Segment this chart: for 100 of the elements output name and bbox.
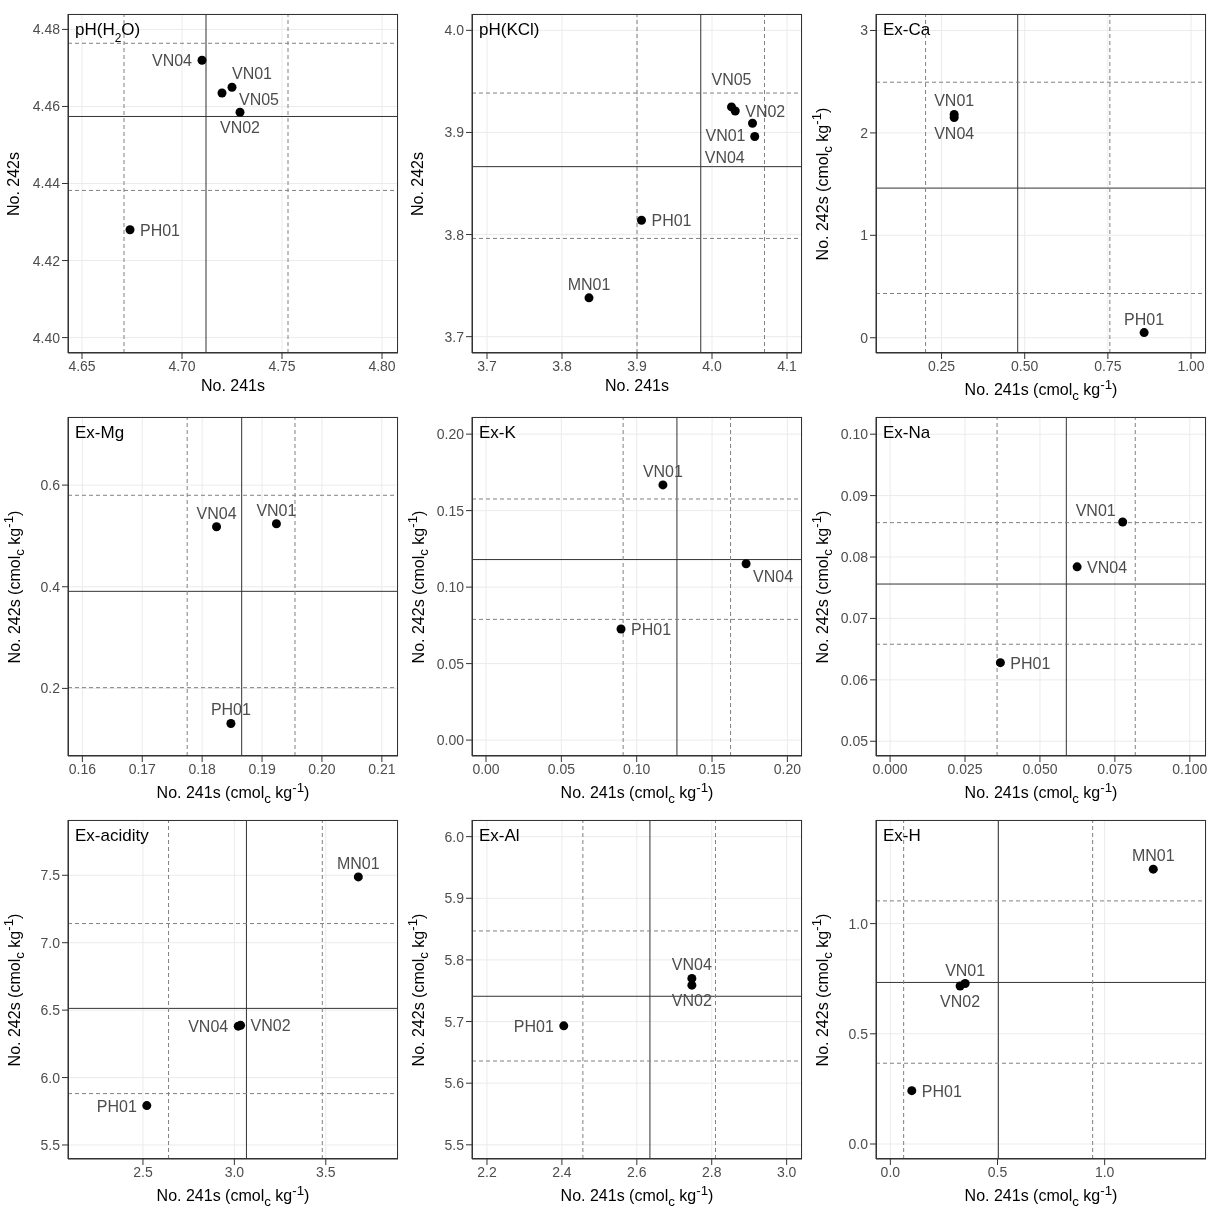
y-tick-label: 0.0 bbox=[848, 1135, 869, 1152]
x-tick-label: 3.7 bbox=[477, 357, 497, 374]
y-tick-label: 0.10 bbox=[840, 426, 869, 443]
annotation: VN05 bbox=[711, 70, 752, 88]
annotation: VN04 bbox=[1087, 558, 1128, 576]
x-tick-label: 4.1 bbox=[777, 357, 797, 374]
y-tick-label: 7.5 bbox=[40, 867, 61, 884]
y-tick-label: 0 bbox=[860, 329, 869, 346]
y-tick-label: 0.08 bbox=[840, 548, 869, 565]
x-tick-label: 0.05 bbox=[547, 760, 576, 777]
y-tick-label: 1.0 bbox=[848, 915, 869, 932]
y-tick-label: 2 bbox=[860, 124, 869, 141]
chart-title: Ex-Ca bbox=[883, 20, 931, 39]
y-tick-label: 0.10 bbox=[436, 579, 465, 596]
annotation: MN01 bbox=[567, 275, 611, 293]
x-tick-label: 1.00 bbox=[1177, 357, 1205, 374]
annotation: VN02 bbox=[745, 103, 786, 120]
x-tick-label: 0.10 bbox=[623, 760, 651, 777]
annotation: VN05 bbox=[238, 91, 280, 109]
annotation: VN04 bbox=[188, 1018, 229, 1036]
annotation: VN02 bbox=[671, 992, 712, 1010]
y-tick-label: 0.07 bbox=[840, 610, 869, 627]
x-tick-label: 0.18 bbox=[188, 760, 216, 777]
y-axis-title: No. 242s bbox=[5, 151, 23, 216]
y-tick-label: 4.46 bbox=[32, 98, 61, 115]
annotation: PH01 bbox=[651, 212, 692, 230]
x-tick-label: 0.75 bbox=[1094, 357, 1122, 374]
x-axis-title: No. 241s bbox=[603, 377, 670, 395]
x-tick-label: 4.70 bbox=[168, 357, 196, 374]
annotation: PH01 bbox=[139, 221, 181, 239]
y-tick-label: 0.05 bbox=[840, 733, 869, 750]
annotation: VN04 bbox=[704, 148, 745, 166]
chart-title: Ex-Na bbox=[883, 423, 931, 442]
x-tick-label: 3.9 bbox=[627, 357, 647, 374]
annotation: PH01 bbox=[96, 1097, 137, 1115]
annotation: PH01 bbox=[631, 621, 672, 639]
y-tick-label: 3.8 bbox=[444, 226, 465, 243]
x-tick-label: 0.000 bbox=[872, 760, 908, 777]
y-axis-title: No. 242s bbox=[409, 151, 427, 216]
x-tick-label: 4.0 bbox=[702, 357, 722, 374]
x-tick-label: 3.0 bbox=[224, 1163, 245, 1180]
y-tick-label: 5.9 bbox=[444, 890, 465, 907]
chart-title: Ex-acidity bbox=[75, 826, 150, 845]
y-tick-label: 0.05 bbox=[436, 655, 465, 672]
x-axis-title: No. 241s (cmol$_{c}$ kg$^{-1}$) bbox=[559, 780, 715, 806]
y-tick-label: 5.5 bbox=[40, 1136, 61, 1153]
annotation: VN01 bbox=[705, 127, 746, 145]
y-tick-label: 0.5 bbox=[848, 1025, 869, 1042]
y-tick-label: 7.0 bbox=[40, 934, 61, 951]
y-tick-label: 3.9 bbox=[444, 124, 465, 141]
x-tick-label: 4.65 bbox=[68, 357, 96, 374]
chart-title: Ex-H bbox=[883, 826, 921, 845]
y-tick-label: 1 bbox=[860, 227, 869, 244]
x-axis-title: No. 241s (cmol$_{c}$ kg$^{-1}$) bbox=[155, 1183, 311, 1209]
x-tick-label: 3.0 bbox=[776, 1163, 797, 1180]
x-tick-label: 0.20 bbox=[773, 760, 802, 777]
y-tick-label: 6.0 bbox=[40, 1069, 61, 1086]
annotation: VN01 bbox=[256, 501, 297, 519]
y-tick-label: 5.5 bbox=[444, 1136, 465, 1153]
y-tick-label: 3.7 bbox=[444, 328, 465, 345]
y-tick-label: 0.15 bbox=[436, 502, 465, 519]
annotation: VN02 bbox=[940, 992, 981, 1010]
chart-title: pH(KCl) bbox=[479, 20, 540, 39]
y-tick-label: 5.7 bbox=[444, 1013, 465, 1030]
x-axis-title: No. 241s (cmol$_{c}$ kg$^{-1}$) bbox=[963, 780, 1119, 806]
y-tick-label: 0.2 bbox=[40, 680, 61, 697]
x-tick-label: 3.5 bbox=[316, 1163, 336, 1180]
y-tick-label: 0.06 bbox=[840, 671, 869, 688]
annotation: PH01 bbox=[513, 1017, 554, 1035]
chart-title: Ex-Mg bbox=[75, 423, 125, 442]
annotation: VN04 bbox=[934, 124, 975, 142]
y-tick-label: 5.6 bbox=[444, 1075, 465, 1092]
x-tick-label: 0.100 bbox=[1172, 760, 1208, 777]
x-tick-label: 0.0 bbox=[880, 1163, 901, 1180]
annotation: VN01 bbox=[934, 92, 975, 110]
x-tick-label: 0.025 bbox=[947, 760, 983, 777]
x-tick-label: 2.5 bbox=[133, 1163, 153, 1180]
y-tick-label: 6.5 bbox=[40, 1002, 61, 1019]
y-tick-label: 4.40 bbox=[32, 329, 61, 346]
y-tick-label: 0.20 bbox=[436, 426, 465, 443]
x-tick-label: 0.050 bbox=[1022, 760, 1058, 777]
x-tick-label: 0.075 bbox=[1097, 760, 1133, 777]
y-tick-label: 6.0 bbox=[444, 828, 465, 845]
x-tick-label: 0.20 bbox=[308, 760, 336, 777]
x-tick-label: 2.4 bbox=[552, 1163, 572, 1180]
y-tick-label: 0.09 bbox=[840, 487, 869, 504]
x-tick-label: 0.21 bbox=[368, 760, 396, 777]
x-axis-title: No. 241s bbox=[199, 377, 266, 395]
y-tick-label: 4.42 bbox=[32, 252, 61, 269]
annotation: VN01 bbox=[231, 64, 273, 82]
x-tick-label: 2.6 bbox=[627, 1163, 647, 1180]
annotation: PH01 bbox=[921, 1082, 962, 1100]
annotation: VN04 bbox=[151, 52, 193, 70]
x-tick-label: 0.5 bbox=[987, 1163, 1008, 1180]
x-tick-label: 0.00 bbox=[472, 760, 500, 777]
annotation: VN04 bbox=[671, 956, 712, 974]
x-tick-label: 0.17 bbox=[128, 760, 157, 777]
x-tick-label: 0.25 bbox=[927, 357, 956, 374]
x-tick-label: 0.19 bbox=[248, 760, 276, 777]
x-tick-label: 0.50 bbox=[1011, 357, 1039, 374]
